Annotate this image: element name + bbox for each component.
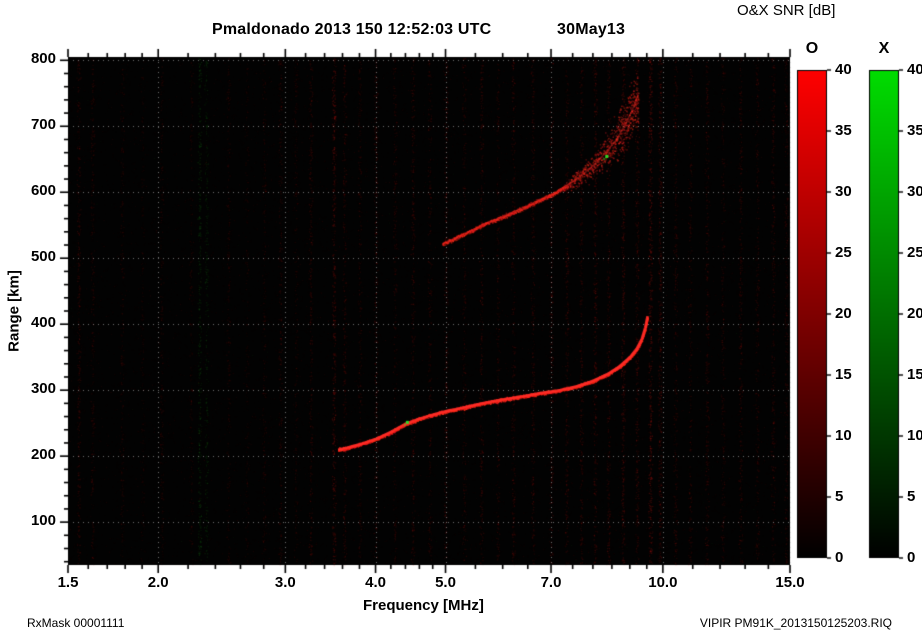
rx-mask-label: RxMask 00001111 [27, 616, 125, 630]
x-tick-label: 5.0 [435, 574, 456, 591]
x-tick-label: 7.0 [540, 574, 562, 591]
y-tick-label: 100 [30, 512, 56, 530]
o-colorbar-tick-label: 30 [835, 183, 852, 200]
x-tick-label: 3.0 [274, 574, 296, 591]
o-colorbar-tick-label: 15 [835, 366, 852, 383]
x-colorbar-tick-label: 25 [907, 244, 922, 261]
x-colorbar-tick-label: 0 [907, 549, 916, 566]
x-tick-label: 1.5 [57, 574, 79, 591]
y-tick-label: 500 [30, 248, 56, 266]
x-colorbar-tick-label: 5 [907, 488, 916, 505]
x-colorbar-tick-label: 40 [907, 61, 922, 78]
x-colorbar-tick-label: 20 [907, 305, 922, 322]
x-tick-label: 4.0 [365, 574, 386, 591]
colorbar-title: O&X SNR [dB] [737, 2, 836, 19]
o-colorbar-tick-label: 35 [835, 122, 852, 139]
o-colorbar-tick-label: 10 [835, 427, 852, 444]
x-axis-title: Frequency [MHz] [363, 597, 484, 614]
o-colorbar-tick-label: 25 [835, 244, 852, 261]
x-colorbar-tick-label: 30 [907, 183, 922, 200]
o-colorbar-tick-label: 0 [835, 549, 844, 566]
y-tick-label: 600 [30, 182, 56, 200]
x-tick-label: 10.0 [648, 574, 678, 591]
x-colorbar-tick-label: 10 [907, 427, 922, 444]
x-colorbar-tick-label: 15 [907, 366, 922, 383]
chart-date: 30May13 [557, 21, 626, 38]
x-colorbar-tick-label: 35 [907, 122, 922, 139]
y-tick-label: 400 [30, 314, 56, 332]
o-colorbar-tick-label: 40 [835, 61, 852, 78]
x-tick-label: 2.0 [147, 574, 169, 591]
y-tick-label: 700 [30, 116, 56, 134]
y-tick-label: 200 [30, 446, 56, 464]
o-colorbar-label: O [805, 40, 819, 57]
y-axis-title: Range [km] [5, 270, 23, 352]
y-tick-label: 800 [30, 50, 56, 68]
x-colorbar-label: X [878, 40, 890, 57]
x-tick-label: 15.0 [775, 574, 805, 591]
o-colorbar-tick-label: 20 [835, 305, 852, 322]
o-colorbar-tick-label: 5 [835, 488, 844, 505]
data-file-label: VIPIR PM91K_2013150125203.RIQ [699, 616, 892, 630]
chart-title: Pmaldonado 2013 150 12:52:03 UTC [212, 21, 492, 38]
y-tick-label: 300 [30, 380, 56, 398]
